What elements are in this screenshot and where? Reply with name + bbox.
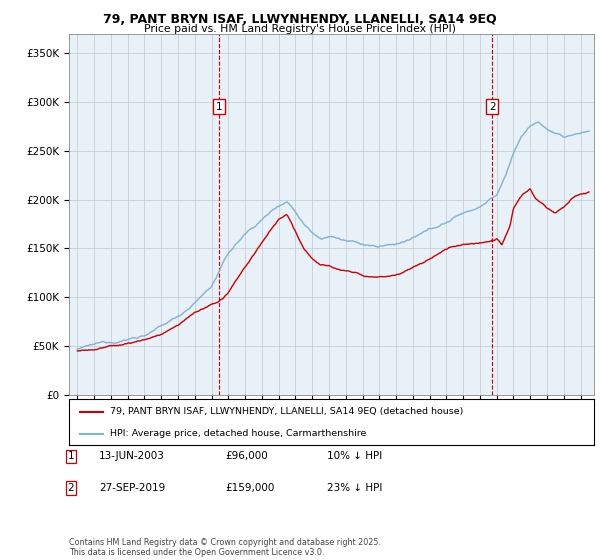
Text: 2: 2 xyxy=(489,102,496,112)
Text: 79, PANT BRYN ISAF, LLWYNHENDY, LLANELLI, SA14 9EQ: 79, PANT BRYN ISAF, LLWYNHENDY, LLANELLI… xyxy=(103,13,497,26)
Text: 10% ↓ HPI: 10% ↓ HPI xyxy=(327,451,382,461)
Text: Contains HM Land Registry data © Crown copyright and database right 2025.
This d: Contains HM Land Registry data © Crown c… xyxy=(69,538,381,557)
Text: 13-JUN-2003: 13-JUN-2003 xyxy=(99,451,165,461)
Text: £96,000: £96,000 xyxy=(225,451,268,461)
Text: 23% ↓ HPI: 23% ↓ HPI xyxy=(327,483,382,493)
Text: 27-SEP-2019: 27-SEP-2019 xyxy=(99,483,165,493)
Text: Price paid vs. HM Land Registry's House Price Index (HPI): Price paid vs. HM Land Registry's House … xyxy=(144,24,456,34)
Text: 1: 1 xyxy=(67,451,74,461)
Text: 2: 2 xyxy=(67,483,74,493)
Text: 79, PANT BRYN ISAF, LLWYNHENDY, LLANELLI, SA14 9EQ (detached house): 79, PANT BRYN ISAF, LLWYNHENDY, LLANELLI… xyxy=(110,407,463,416)
Text: £159,000: £159,000 xyxy=(225,483,274,493)
Text: 1: 1 xyxy=(216,102,223,112)
Text: HPI: Average price, detached house, Carmarthenshire: HPI: Average price, detached house, Carm… xyxy=(110,429,367,438)
